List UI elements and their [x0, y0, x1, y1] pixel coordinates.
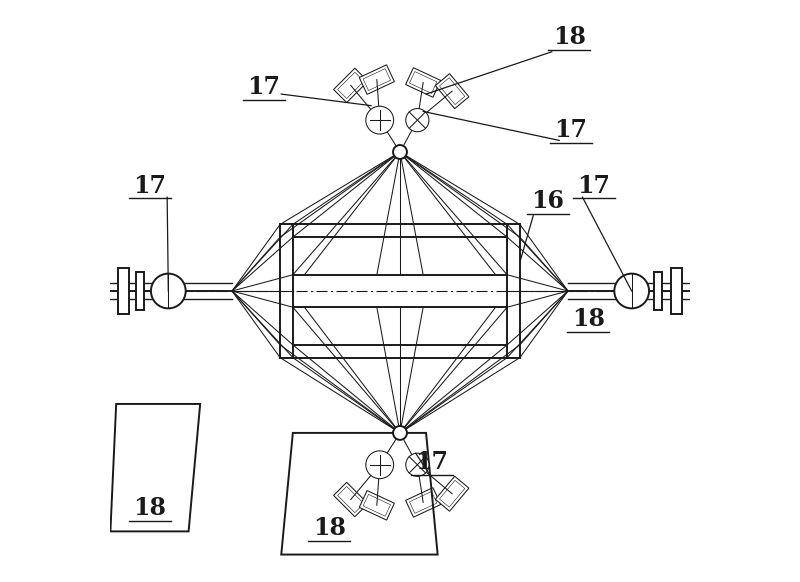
Bar [334, 482, 368, 517]
Bar [435, 476, 469, 511]
Bar [507, 225, 520, 357]
Text: 18: 18 [313, 516, 346, 541]
Text: 16: 16 [531, 189, 564, 213]
Bar [654, 272, 662, 310]
Bar [406, 68, 441, 97]
Bar [334, 68, 368, 102]
Bar [280, 225, 293, 357]
Circle shape [614, 274, 649, 308]
Bar [406, 488, 441, 517]
Bar [435, 74, 469, 109]
Text: 18: 18 [553, 25, 586, 49]
Bar [363, 494, 390, 516]
Circle shape [406, 109, 429, 132]
Circle shape [366, 451, 394, 478]
Circle shape [393, 145, 407, 159]
Bar [363, 69, 390, 90]
Bar [439, 78, 465, 105]
Bar [671, 268, 682, 314]
Circle shape [393, 426, 407, 440]
Bar [410, 72, 437, 93]
Text: 18: 18 [134, 496, 166, 520]
Circle shape [151, 274, 186, 308]
Bar [118, 268, 129, 314]
Text: 17: 17 [134, 173, 166, 197]
Text: 17: 17 [415, 450, 448, 474]
Bar [359, 65, 394, 94]
Bar [136, 272, 144, 310]
Text: 17: 17 [247, 75, 280, 99]
Bar [439, 480, 465, 507]
Circle shape [406, 453, 429, 476]
Text: 17: 17 [554, 118, 587, 142]
Bar [359, 491, 394, 520]
Text: 17: 17 [578, 173, 610, 197]
Circle shape [366, 107, 394, 134]
Text: 18: 18 [572, 307, 605, 331]
Bar [338, 72, 364, 98]
Bar [410, 492, 437, 513]
Bar [338, 487, 364, 513]
